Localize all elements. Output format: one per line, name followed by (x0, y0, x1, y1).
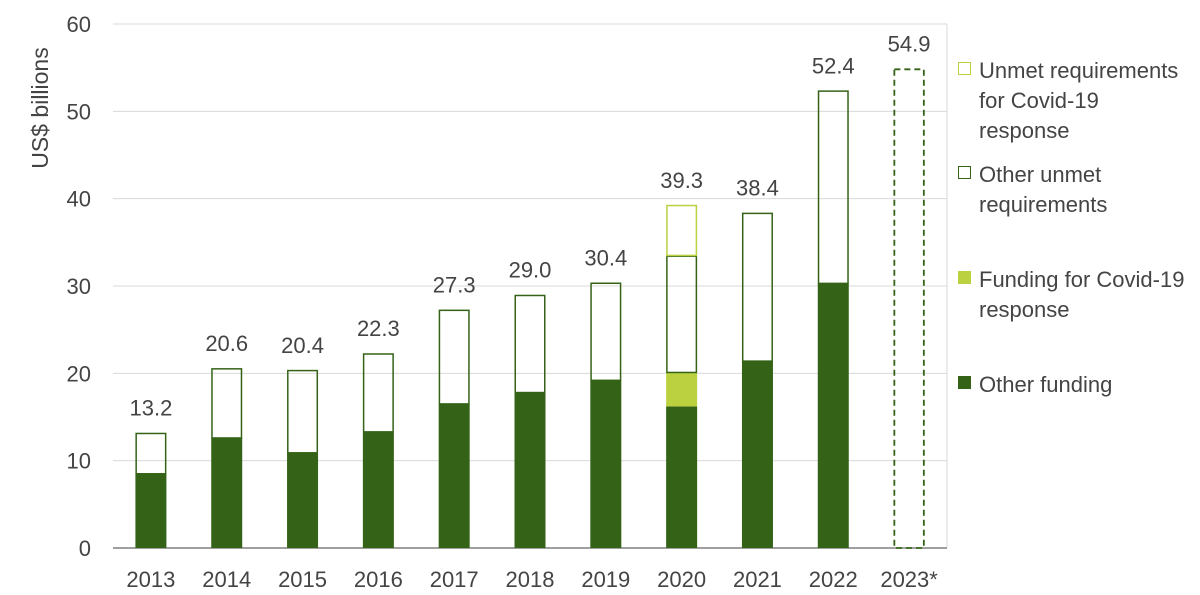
y-tick-label: 30 (67, 274, 91, 299)
x-tick-label: 2014 (202, 567, 251, 592)
bar-segment-outline (287, 369, 319, 454)
x-tick-label: 2013 (126, 567, 175, 592)
y-tick-label: 50 (67, 99, 91, 124)
bar-segment-outline (893, 68, 925, 549)
legend-item-other-unmet: Other unmet requirements (958, 160, 1194, 220)
y-tick-label: 0 (79, 536, 91, 561)
y-tick-label: 20 (67, 361, 91, 386)
total-value-label: 30.4 (584, 246, 627, 271)
bars (135, 68, 925, 549)
total-value-label: 20.4 (281, 333, 324, 358)
bar-segment (666, 372, 698, 407)
legend-label-funding-covid: Funding for Covid-19 response (979, 267, 1185, 322)
bar-segment-outline (817, 90, 849, 285)
x-axis: 2013 2014 2015 2016 2017 2018 2019 2020 2021 2022… (126, 567, 938, 592)
x-tick-label: 2022 (809, 567, 858, 592)
total-value-label: 29.0 (509, 258, 552, 283)
legend-swatch-other-unmet (958, 166, 971, 179)
legend-swatch-unmet-covid (958, 62, 971, 75)
y-axis-title: US$ billions (27, 47, 53, 168)
legend-swatch-funding-covid (958, 271, 971, 284)
legend-label-unmet-covid: Unmet requirements for Covid-19 response (979, 58, 1179, 143)
bar-segment-outline (514, 294, 546, 394)
x-tick-label: 2017 (430, 567, 479, 592)
total-value-label: 13.2 (129, 396, 172, 421)
x-tick-label: 2019 (581, 567, 630, 592)
x-tick-label: 2016 (354, 567, 403, 592)
x-tick-label: 2015 (278, 567, 327, 592)
legend-label-other-unmet: Other unmet requirements (979, 162, 1108, 217)
x-tick-label: 2021 (733, 567, 782, 592)
bar-segment-outline (741, 212, 773, 362)
total-value-label: 52.4 (812, 53, 855, 78)
total-value-label: 54.9 (888, 32, 931, 57)
bar-segment (666, 406, 698, 548)
total-value-label: 27.3 (433, 273, 476, 298)
y-axis: 0 10 20 30 40 50 60 (67, 12, 91, 561)
y-tick-label: 60 (67, 12, 91, 37)
legend-item-unmet-covid: Unmet requirements for Covid-19 response (958, 56, 1194, 146)
y-tick-label: 10 (67, 449, 91, 474)
legend-label-other-funding: Other funding (979, 372, 1113, 397)
bar-segment (590, 380, 622, 548)
total-value-label: 38.4 (736, 176, 779, 201)
bar-segment (362, 431, 394, 548)
bar-segment (817, 283, 849, 548)
bar-segment (438, 403, 470, 548)
bar-segment (211, 437, 243, 548)
total-value-label: 20.6 (205, 331, 248, 356)
bar-segment (514, 392, 546, 548)
legend-swatch-other-funding (958, 376, 971, 389)
legend-item-other-funding: Other funding (958, 370, 1194, 400)
total-value-label: 22.3 (357, 316, 400, 341)
bar-segment-outline (362, 353, 394, 433)
gridlines (113, 23, 948, 549)
x-tick-label: 2023* (880, 567, 938, 592)
x-tick-label: 2018 (506, 567, 555, 592)
bar-segment (287, 452, 319, 548)
bar-segment-outline (666, 204, 698, 257)
legend-item-funding-covid: Funding for Covid-19 response (958, 265, 1194, 325)
total-value-labels: 13.2 20.6 20.4 22.3 27.3 29.0 30.4 39.3 38.4 52.4… (129, 32, 930, 421)
bar-segment (135, 473, 167, 548)
x-tick-label: 2020 (657, 567, 706, 592)
bar-segment (741, 361, 773, 548)
bar-segment-outline (135, 432, 167, 475)
bar-segment-outline (438, 309, 470, 405)
y-tick-label: 40 (67, 187, 91, 212)
bar-segment-outline (590, 282, 622, 382)
bar-segment-outline (211, 368, 243, 439)
bar-segment-outline (666, 255, 698, 374)
total-value-label: 39.3 (660, 168, 703, 193)
